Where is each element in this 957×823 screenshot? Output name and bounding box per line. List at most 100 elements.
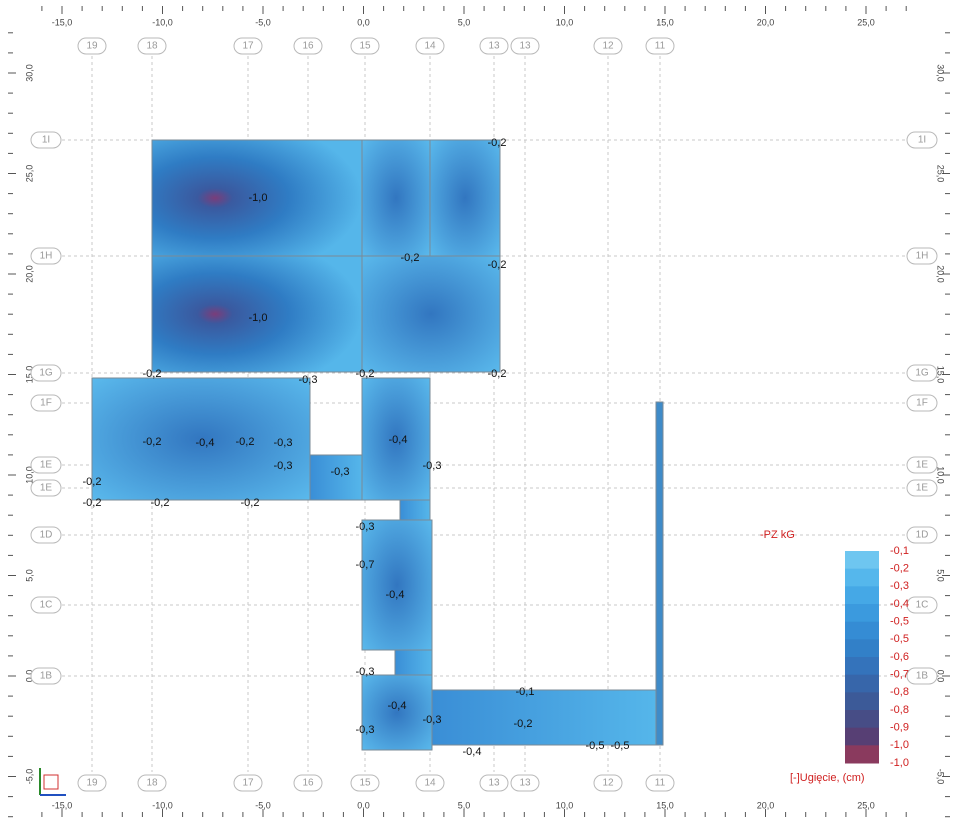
grid-label: 1F: [40, 398, 52, 409]
x-tick-label: 25,0: [857, 800, 875, 810]
legend-swatch: [845, 551, 879, 569]
legend-swatch: [845, 657, 879, 675]
legend-value: -1,0: [890, 739, 909, 751]
contour-label: -0,2: [83, 497, 102, 509]
x-tick-label: 15,0: [656, 17, 674, 27]
legend-swatch: [845, 692, 879, 710]
x-tick-label: -5,0: [255, 17, 271, 27]
contour-label: -1,0: [249, 312, 268, 324]
slabs: [92, 140, 663, 750]
contour-label: -0,3: [299, 374, 318, 386]
legend-swatch: [845, 639, 879, 657]
grid-label: 15: [359, 41, 371, 52]
y-tick-label: 5,0: [24, 569, 34, 582]
legend-swatch: [845, 728, 879, 746]
grid-label: 18: [146, 778, 158, 789]
grid-label: 1I: [918, 135, 926, 146]
legend-value: -0,6: [890, 651, 909, 663]
grid-label: 15: [359, 778, 371, 789]
legend-value: -0,2: [890, 563, 909, 575]
x-tick-label: -15,0: [52, 800, 73, 810]
contour-label: -1,0: [249, 192, 268, 204]
x-tick-label: -10,0: [152, 800, 173, 810]
slab: [430, 140, 500, 256]
grid-label: 19: [86, 41, 98, 52]
contour-label: -0,2: [488, 259, 507, 271]
y-tick-label: 25,0: [936, 165, 946, 183]
legend: -PZ kG-0,1-0,2-0,3-0,4-0,5-0,5-0,6-0,7-0…: [760, 529, 909, 784]
grid-label: 13: [519, 778, 531, 789]
grid-label: 1B: [916, 671, 929, 682]
contour-label: -0,3: [331, 466, 350, 478]
contour-label: -0,4: [196, 437, 215, 449]
legend-swatch: [845, 569, 879, 587]
contour-label: -0,5: [611, 740, 630, 752]
contour-label: -0,2: [488, 368, 507, 380]
legend-value: -0,5: [890, 633, 909, 645]
x-tick-label: 20,0: [757, 17, 775, 27]
origin-box: [44, 775, 58, 789]
grid-label: 19: [86, 778, 98, 789]
contour-label: -0,3: [356, 666, 375, 678]
contour-label: -0,4: [463, 746, 482, 758]
grid-label: 17: [242, 778, 254, 789]
slab: [362, 140, 430, 256]
grid-label: 1G: [915, 368, 929, 379]
x-tick-label: 10,0: [556, 17, 574, 27]
legend-swatch: [845, 604, 879, 622]
grid-label: 1F: [916, 398, 928, 409]
legend-value: -0,1: [890, 545, 909, 557]
legend-value: -0,9: [890, 722, 909, 734]
contour-label: -0,3: [423, 460, 442, 472]
x-tick-label: 0,0: [357, 800, 370, 810]
contour-label: -0,2: [236, 436, 255, 448]
grid-label: 1I: [42, 135, 50, 146]
grid-label: 18: [146, 41, 158, 52]
grid-label: 11: [655, 778, 666, 789]
contour-label: -0,2: [356, 368, 375, 380]
contour-label: -0,2: [143, 436, 162, 448]
y-tick-label: 30,0: [936, 64, 946, 82]
grid-label: 16: [302, 778, 314, 789]
x-tick-label: 25,0: [857, 17, 875, 27]
wall: [656, 402, 663, 745]
grid-label: 17: [242, 41, 254, 52]
contour-label: -0,3: [423, 714, 442, 726]
grid-label: 1E: [40, 460, 53, 471]
x-tick-label: 5,0: [458, 17, 471, 27]
y-tick-label: 10,0: [936, 466, 946, 484]
x-tick-label: -5,0: [255, 800, 271, 810]
legend-value: -0,5: [890, 616, 909, 628]
grid-label: 1B: [40, 671, 53, 682]
legend-swatch: [845, 622, 879, 640]
slab: [362, 256, 500, 372]
y-tick-label: -5,0: [24, 769, 34, 785]
contour-label: -0,2: [83, 476, 102, 488]
contour-label: -0,3: [356, 724, 375, 736]
legend-value: -0,7: [890, 669, 909, 681]
slab: [432, 690, 656, 745]
x-tick-label: -10,0: [152, 17, 173, 27]
x-tick-label: 0,0: [357, 17, 370, 27]
legend-swatch: [845, 745, 879, 763]
slab: [362, 675, 432, 750]
grid-label: 1E: [916, 483, 929, 494]
x-tick-label: 5,0: [458, 800, 471, 810]
y-tick-label: -5,0: [936, 769, 946, 785]
x-tick-label: -15,0: [52, 17, 73, 27]
grid-label: 1E: [916, 460, 929, 471]
contour-label: -0,1: [516, 686, 535, 698]
slab: [395, 650, 432, 675]
grid-label: 16: [302, 41, 314, 52]
y-tick-label: 25,0: [24, 165, 34, 183]
legend-value: -0,8: [890, 704, 909, 716]
legend-value: -0,3: [890, 580, 909, 592]
grid-label: 14: [424, 41, 436, 52]
grid-label: 13: [519, 41, 531, 52]
legend-swatch: [845, 675, 879, 693]
grid-label: 1H: [916, 251, 929, 262]
contour-label: -0,2: [488, 137, 507, 149]
contour-label: -0,2: [514, 718, 533, 730]
slab: [362, 520, 432, 650]
contour-label: -0,5: [586, 740, 605, 752]
